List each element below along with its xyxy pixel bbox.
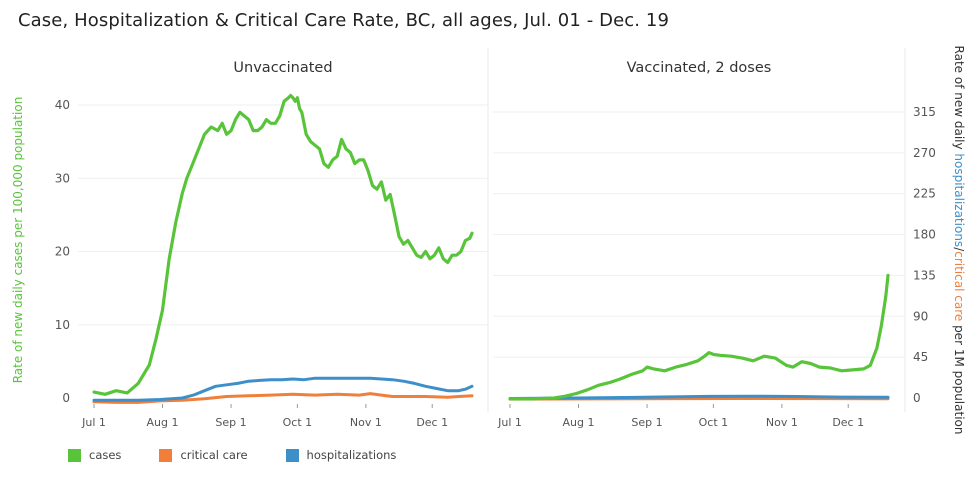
legend-label-critical-care: critical care (180, 448, 248, 462)
y-tick-label: 315 (913, 105, 936, 119)
x-tick-label: Aug 1 (147, 416, 179, 429)
y-tick-label: 0 (913, 391, 921, 405)
panel-title: Vaccinated, 2 doses (627, 60, 772, 76)
panel-title: Unvaccinated (233, 60, 332, 76)
right-y-axis-label-part: hospitalizations (952, 153, 966, 247)
y-tick-label: 270 (913, 146, 936, 160)
y-tick-label: 135 (913, 268, 936, 282)
right-y-axis-label: Rate of new daily hospitalizations/criti… (952, 46, 966, 435)
y-tick-label: 40 (55, 98, 70, 112)
legend-swatch-critical-care (159, 448, 173, 462)
x-tick-label: Dec 1 (832, 416, 864, 429)
legend: cases critical care hospitalizations (68, 448, 434, 462)
series-line-hospitalizations (92, 376, 474, 402)
panel-unvaccinated: 0 10 20 30 40 Jul 1 Aug 1 Sep 1 Oct 1 Nov 1 Dec 1 U… (55, 48, 489, 429)
panel-vaccinated: 0 45 90 135 180 225 270 315 Jul 1 Aug 1 Sep 1 Oct 1… (493, 48, 936, 429)
x-tick-label: Nov 1 (766, 416, 798, 429)
x-tick-label: Sep 1 (215, 416, 246, 429)
legend-item-cases[interactable]: cases (68, 448, 121, 462)
right-y-axis-label-part: critical care (952, 251, 966, 321)
x-tick-label: Oct 1 (283, 416, 313, 429)
series-line-critical-care (92, 392, 474, 404)
y-tick-label: 225 (913, 187, 936, 201)
y-tick-label: 10 (55, 318, 70, 332)
series-line-hospitalizations (508, 394, 890, 400)
series-line-cases (92, 93, 474, 396)
right-y-axis-label-part: Rate of new daily (952, 46, 966, 154)
right-y-axis-label-part: / (952, 247, 966, 252)
legend-item-hospitalizations[interactable]: hospitalizations (285, 448, 397, 462)
legend-item-critical-care[interactable]: critical care (159, 448, 248, 462)
y-tick-label: 30 (55, 171, 70, 185)
legend-swatch-hospitalizations (285, 448, 299, 462)
y-tick-label: 20 (55, 245, 70, 259)
chart-title: Case, Hospitalization & Critical Care Ra… (18, 10, 669, 31)
legend-label-cases: cases (89, 448, 122, 462)
legend-swatch-cases (68, 448, 81, 462)
y-tick-label: 0 (62, 391, 70, 405)
x-tick-label: Jul 1 (81, 416, 106, 429)
y-tick-label: 45 (913, 350, 928, 364)
x-tick-label: Dec 1 (416, 416, 448, 429)
y-tick-label: 180 (913, 228, 936, 242)
x-tick-label: Aug 1 (563, 416, 595, 429)
x-tick-label: Jul 1 (497, 416, 522, 429)
legend-label-hospitalizations: hospitalizations (306, 448, 397, 462)
right-y-axis-label-part: per 1M population (952, 321, 966, 434)
x-tick-label: Nov 1 (350, 416, 382, 429)
x-tick-label: Oct 1 (699, 416, 729, 429)
y-tick-label: 90 (913, 309, 928, 323)
left-y-axis-label: Rate of new daily cases per 100,000 popu… (11, 97, 25, 384)
series-line-cases (508, 273, 890, 401)
x-tick-label: Sep 1 (631, 416, 662, 429)
